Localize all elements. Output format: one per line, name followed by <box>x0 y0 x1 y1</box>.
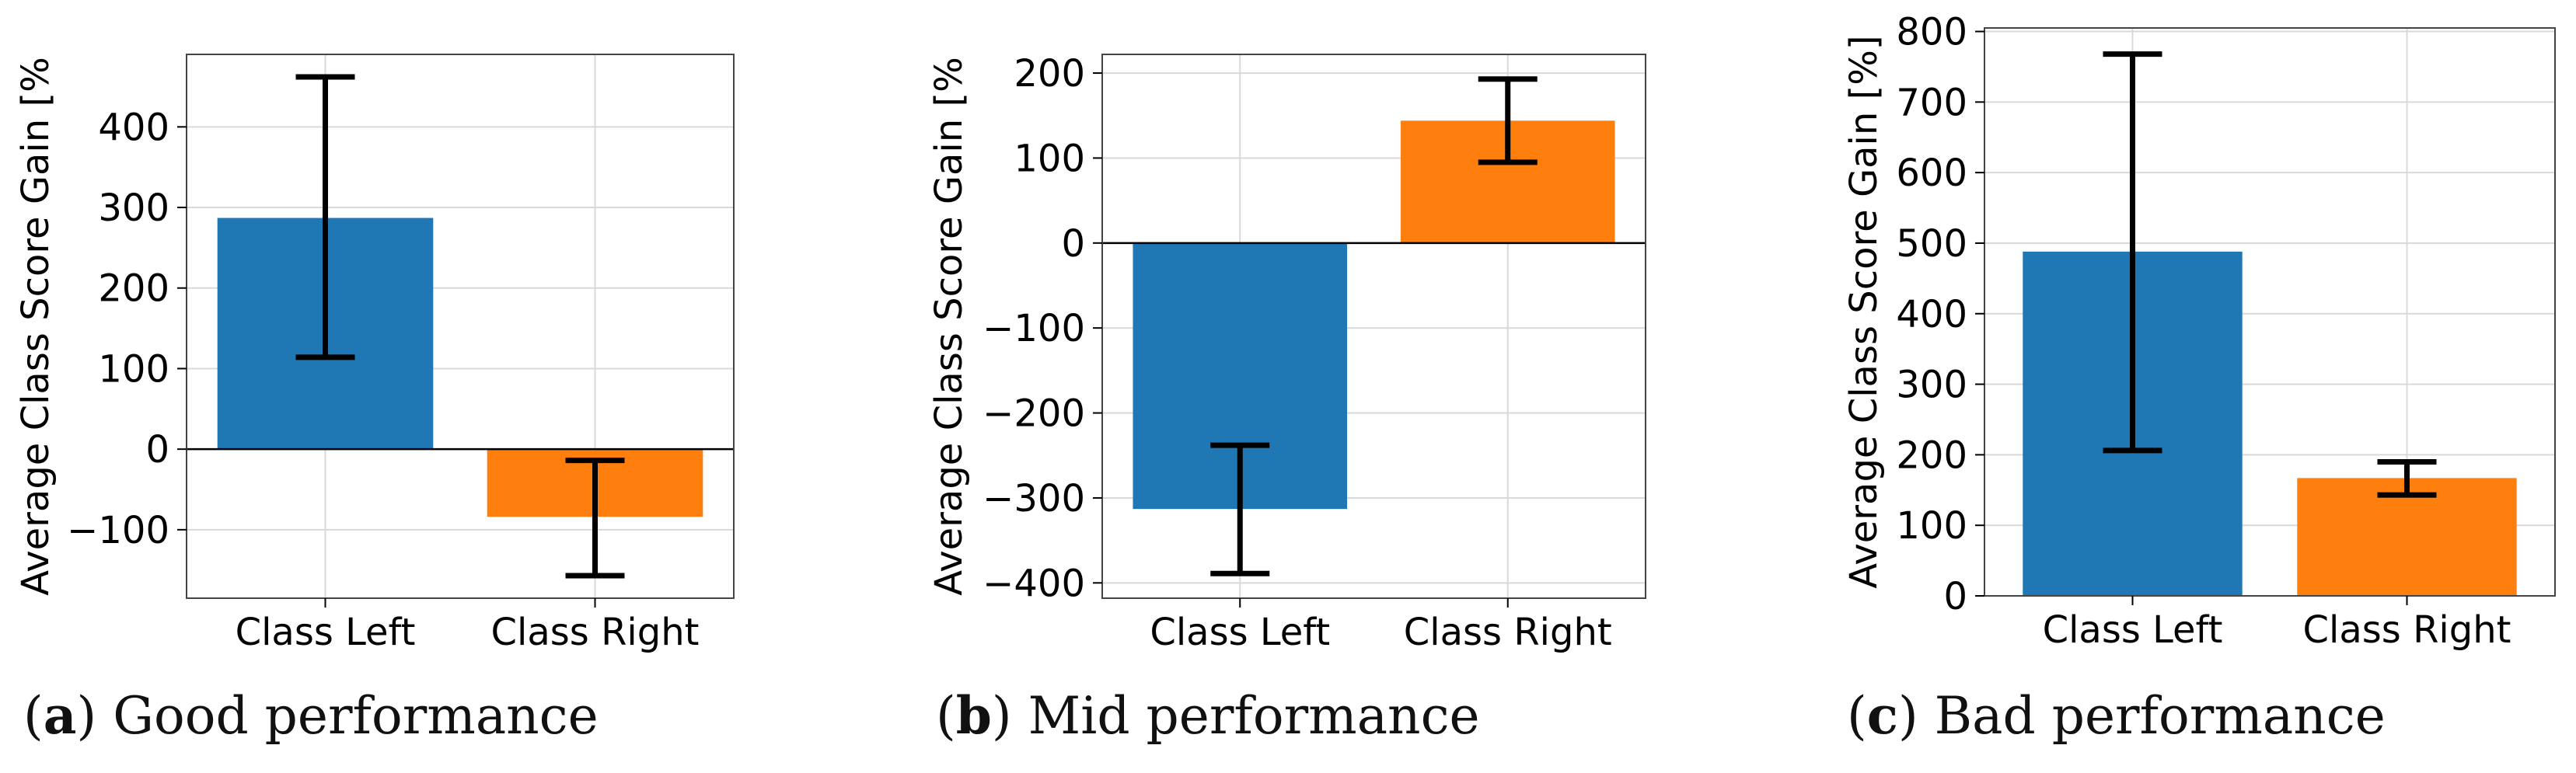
y-tick-label: −300 <box>983 477 1085 521</box>
y-tick-label: 500 <box>1896 222 1967 266</box>
chart-b: −400 −300 −200 −100 0 100 200 Class Left Class R… <box>927 52 1646 654</box>
y-tick-label: 100 <box>1014 137 1085 180</box>
y-tick-label: 200 <box>1014 52 1085 96</box>
y-tick-label: 400 <box>98 106 169 149</box>
y-tick-label: 700 <box>1896 81 1967 124</box>
y-axis-label: Average Class Score Gain [% <box>927 57 971 596</box>
caption-b: (b) Mid performance <box>936 685 1480 746</box>
x-tick-label: Class Right <box>2303 608 2511 652</box>
caption-letter-c: c <box>1866 685 1898 746</box>
y-tick-label: 300 <box>1896 364 1967 407</box>
chart-c: 0 100 200 300 400 500 600 700 800 Class Left Class… <box>1842 11 2556 652</box>
y-axis-label: Average Class Score Gain [%] <box>1842 35 1886 588</box>
caption-letter-a: a <box>43 685 77 746</box>
plot-frame <box>186 54 735 599</box>
y-tick-label: 100 <box>1896 504 1967 548</box>
y-tick-label: 600 <box>1896 151 1967 195</box>
y-tick-label: −100 <box>67 509 169 552</box>
y-axis-label: Average Class Score Gain [% <box>14 57 58 596</box>
x-tick-label: Class Right <box>1404 611 1612 654</box>
x-tick-label: Class Left <box>2043 608 2223 652</box>
x-tick-label: Class Right <box>491 611 700 654</box>
caption-text-a: Good performance <box>113 686 599 746</box>
y-tick-label: 0 <box>145 428 169 472</box>
caption-text-c: Bad performance <box>1934 686 2386 746</box>
y-tick-label: 0 <box>1943 575 1967 618</box>
caption-a: (a) Good performance <box>23 685 599 746</box>
y-tick-label: 800 <box>1896 11 1967 54</box>
y-tick-label: −400 <box>983 562 1085 605</box>
caption-letter-b: b <box>955 685 992 746</box>
y-tick-label: −200 <box>983 392 1085 436</box>
caption-text-b: Mid performance <box>1028 686 1480 746</box>
y-tick-label: 300 <box>98 186 169 230</box>
y-tick-label: 200 <box>1896 434 1967 477</box>
x-tick-label: Class Left <box>1150 611 1330 654</box>
plot-frame <box>1101 54 1646 599</box>
y-tick-label: 100 <box>98 347 169 391</box>
plot-frame <box>1984 27 2556 597</box>
x-tick-label: Class Left <box>236 611 416 654</box>
y-tick-label: 200 <box>98 267 169 311</box>
y-tick-label: 0 <box>1061 222 1085 266</box>
y-tick-label: −100 <box>983 307 1085 350</box>
y-tick-label: 400 <box>1896 293 1967 336</box>
caption-c: (c) Bad performance <box>1847 685 2386 746</box>
chart-a: −100 0 100 200 300 400 Class Left Class Right Av… <box>14 54 735 654</box>
